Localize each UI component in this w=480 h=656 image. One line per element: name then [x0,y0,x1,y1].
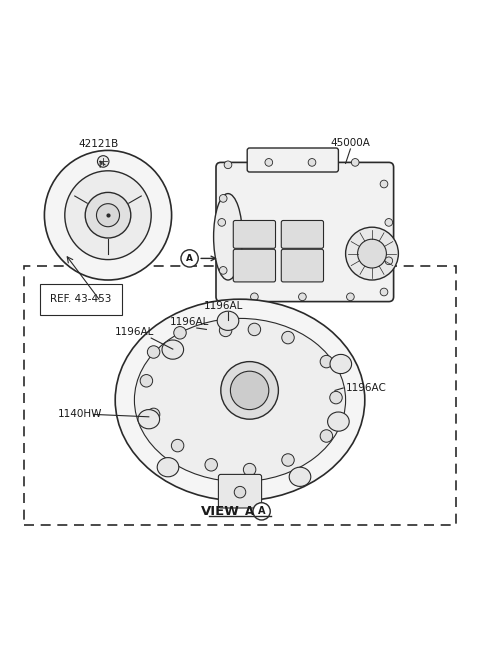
Circle shape [147,408,160,420]
Ellipse shape [214,194,242,280]
FancyBboxPatch shape [281,249,324,282]
Text: REF. 43-453: REF. 43-453 [50,294,112,304]
Circle shape [234,486,246,498]
Circle shape [308,159,316,166]
Text: 1196AL: 1196AL [170,317,209,327]
Ellipse shape [157,458,179,477]
Text: VIEW: VIEW [201,505,240,518]
Text: 45000A: 45000A [330,138,371,148]
Text: 1196AL: 1196AL [204,301,243,311]
Ellipse shape [96,203,120,227]
Text: 1140HW: 1140HW [58,409,102,419]
Ellipse shape [289,467,311,486]
Text: A: A [258,506,265,516]
Circle shape [230,371,269,409]
Circle shape [97,155,109,167]
Text: 1196AC: 1196AC [346,383,386,393]
Ellipse shape [44,150,172,280]
Ellipse shape [65,171,151,260]
Circle shape [251,293,258,300]
FancyBboxPatch shape [247,148,338,172]
Circle shape [346,227,398,280]
Circle shape [140,375,153,387]
Text: 1196AL: 1196AL [115,327,154,337]
Circle shape [219,195,227,202]
Circle shape [181,250,198,267]
Ellipse shape [138,409,159,429]
Circle shape [330,392,342,404]
Text: A: A [186,254,193,263]
Ellipse shape [330,354,351,374]
Circle shape [171,440,184,452]
Circle shape [219,266,227,274]
Ellipse shape [162,340,184,359]
Circle shape [380,180,388,188]
FancyBboxPatch shape [281,220,324,249]
Circle shape [320,430,333,442]
Ellipse shape [219,479,241,499]
Circle shape [299,293,306,300]
FancyBboxPatch shape [233,220,276,249]
Circle shape [380,288,388,296]
Circle shape [253,502,270,520]
Circle shape [351,159,359,166]
Circle shape [358,239,386,268]
Circle shape [347,293,354,300]
Ellipse shape [85,192,131,238]
Ellipse shape [115,299,365,501]
Ellipse shape [134,318,346,482]
Circle shape [219,324,232,337]
Text: 42121B: 42121B [78,139,119,149]
Circle shape [320,356,333,368]
Text: A: A [245,505,254,518]
Circle shape [224,161,232,169]
Circle shape [221,361,278,419]
Circle shape [205,459,217,471]
Circle shape [282,331,294,344]
Ellipse shape [327,412,349,431]
Ellipse shape [217,311,239,331]
Circle shape [218,218,226,226]
FancyBboxPatch shape [233,249,276,282]
Circle shape [265,159,273,166]
Circle shape [385,257,393,264]
Circle shape [385,218,393,226]
FancyBboxPatch shape [216,163,394,302]
Circle shape [174,327,186,339]
Circle shape [282,454,294,466]
Circle shape [248,323,261,336]
Circle shape [147,346,160,358]
FancyBboxPatch shape [218,474,262,508]
Circle shape [243,463,256,476]
